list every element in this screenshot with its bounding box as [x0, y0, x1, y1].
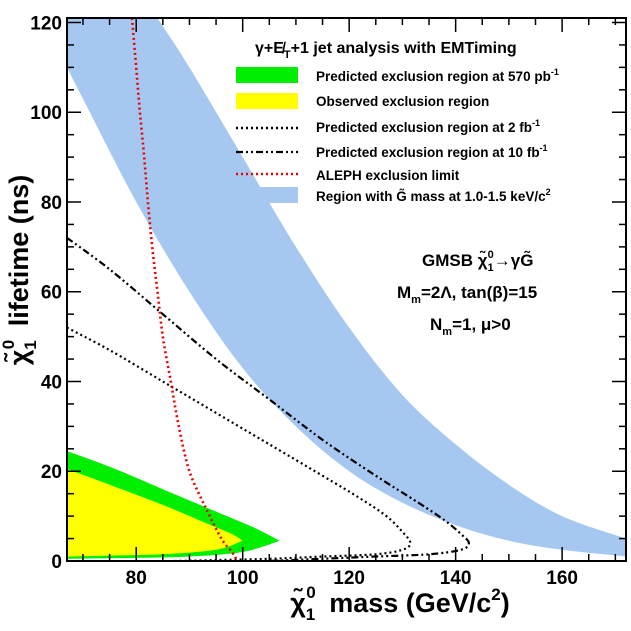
- y-tick-label: 0: [51, 552, 62, 573]
- model-annotations: GMSB χ̃10→γG̃ Mm=2Λ, tan(β)=15 Nm=1, μ>0: [397, 249, 537, 338]
- x-axis-title: χ̃10 mass (GeV/c2): [290, 583, 510, 624]
- region-observed-exclusion-region: [67, 469, 243, 557]
- legend-label-aleph: ALEPH exclusion limit: [316, 168, 460, 183]
- y-tick-label: 120: [30, 13, 62, 34]
- annotation-messenger-mass: Mm=2Λ, tan(β)=15: [397, 283, 537, 306]
- legend-label-570pb: Predicted exclusion region at 570 pb-1: [316, 67, 559, 84]
- annotation-gmsb: GMSB χ̃10→γG̃: [422, 249, 533, 274]
- plot-frame: [66, 17, 627, 562]
- y-tick-label: 60: [41, 283, 62, 304]
- axis-ticks: 80 100 120 140 160 0 20 40 60 80 100 120: [30, 13, 626, 589]
- x-tick-label: 100: [227, 568, 259, 589]
- x-tick-label: 160: [546, 568, 578, 589]
- y-tick-label: 80: [41, 193, 62, 214]
- exclusion-regions: [67, 18, 626, 559]
- x-tick-label: 120: [333, 568, 365, 589]
- y-tick-label: 40: [41, 372, 62, 393]
- legend-swatch-yellow: [236, 93, 298, 109]
- legend-swatch-blue: [236, 187, 298, 203]
- annotation-messenger-number: Nm=1, μ>0: [430, 315, 511, 338]
- line-aleph-exclusion-limit: [130, 18, 239, 561]
- legend-label-10fb: Predicted exclusion region at 10 fb-1: [316, 143, 548, 160]
- x-tick-label: 80: [126, 568, 147, 589]
- legend-label-gravitino: Region with G̃ mass at 1.0-1.5 keV/c2: [316, 187, 551, 204]
- legend-label-2fb: Predicted exclusion region at 2 fb-1: [316, 118, 540, 135]
- x-tick-label: 140: [440, 568, 472, 589]
- y-axis-title: χ̃10 lifetime (ns): [0, 175, 40, 366]
- legend: γ+E̸T+1 jet analysis with EMTiming Predi…: [236, 40, 559, 204]
- legend-label-observed: Observed exclusion region: [316, 94, 489, 109]
- legend-swatch-green: [236, 67, 298, 83]
- legend-title: γ+E̸T+1 jet analysis with EMTiming: [255, 40, 517, 61]
- y-tick-label: 100: [30, 103, 62, 124]
- y-tick-label: 20: [41, 462, 62, 483]
- region-region-with-g-mass-at-1-0-1-5-kev-c: [67, 18, 626, 557]
